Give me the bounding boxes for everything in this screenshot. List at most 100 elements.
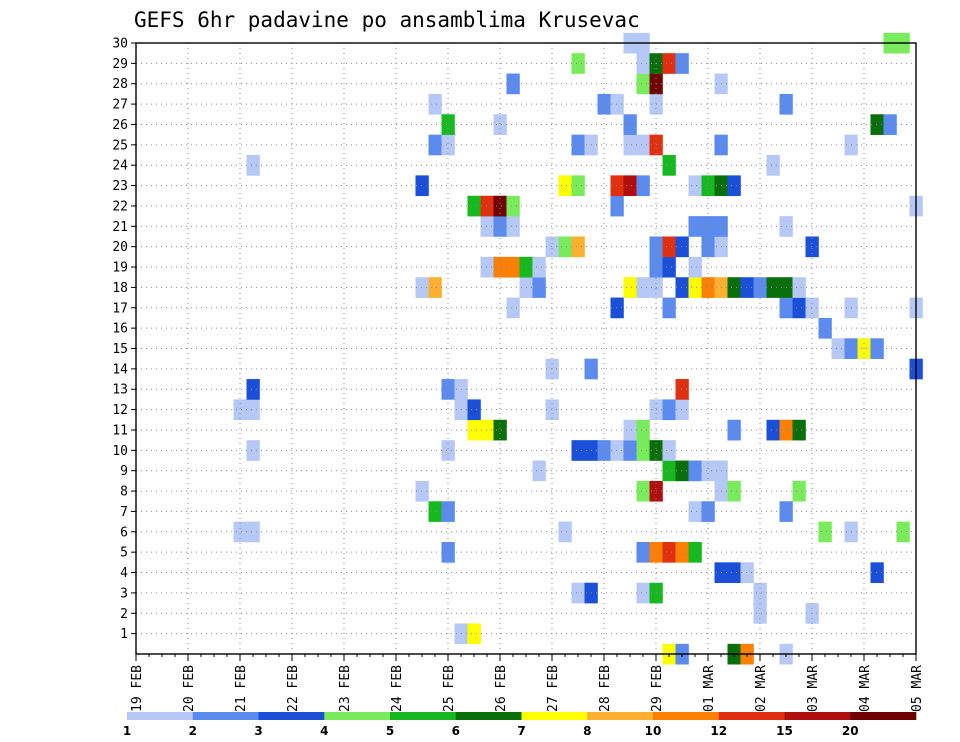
heatmap-cell	[675, 236, 689, 258]
heatmap-cell	[610, 297, 624, 319]
heatmap-cell	[571, 440, 585, 461]
y-tick-label: 25	[112, 138, 128, 153]
legend-label: 15	[776, 724, 793, 738]
y-tick-label: 14	[112, 362, 128, 377]
heatmap-cell	[441, 541, 455, 563]
heatmap-cell	[480, 195, 494, 217]
heatmap-cell	[688, 541, 702, 563]
heatmap-cell	[701, 236, 715, 258]
y-tick-label: 9	[120, 464, 128, 479]
heatmap-cell	[571, 582, 585, 604]
y-tick-label: 8	[120, 485, 128, 500]
x-tick-label: 04 MAR	[858, 665, 873, 712]
heatmap-cell	[441, 379, 455, 400]
heatmap-cell	[727, 277, 741, 298]
heatmap-cell	[675, 399, 689, 421]
heatmap-cell	[610, 440, 624, 461]
heatmap-cell	[597, 440, 611, 461]
heatmap-cell	[623, 134, 637, 156]
legend-label: 10	[645, 724, 662, 738]
heatmap-cell	[532, 277, 546, 298]
heatmap-cell	[675, 277, 689, 298]
heatmap-cell	[441, 501, 455, 522]
heatmap-cell	[662, 460, 676, 482]
heatmap-cell	[688, 256, 702, 278]
heatmap-cell	[415, 175, 429, 197]
heatmap-cell	[623, 175, 637, 197]
legend-label: 1	[123, 724, 131, 738]
y-tick-label: 11	[112, 423, 128, 438]
heatmap-cell	[636, 73, 650, 95]
y-tick-label: 21	[112, 220, 128, 235]
heatmap-cell	[766, 419, 780, 441]
y-tick-label: 1	[120, 627, 128, 642]
y-tick-label: 29	[112, 57, 128, 72]
heatmap-cell	[883, 114, 897, 135]
heatmap-cell	[662, 440, 676, 461]
x-tick-label: 25 FEB	[442, 665, 457, 712]
x-tick-label: 28 FEB	[598, 665, 613, 712]
x-tick-label: 05 MAR	[910, 665, 925, 712]
heatmap-cell	[571, 175, 585, 197]
y-tick-label: 22	[112, 199, 128, 214]
legend-swatch	[258, 712, 325, 720]
heatmap-cell	[740, 562, 754, 584]
x-tick-label: 02 MAR	[754, 665, 769, 712]
legend-swatch	[455, 712, 522, 720]
heatmap-cell	[688, 175, 702, 197]
heatmap-cell	[766, 155, 780, 176]
heatmap-cell	[493, 114, 507, 135]
heatmap-cell	[662, 155, 676, 176]
heatmap-cell	[532, 460, 546, 482]
heatmap-cell	[571, 53, 585, 74]
heatmap-cell	[558, 175, 572, 197]
heatmap-cell	[467, 399, 481, 421]
legend-label: 20	[842, 724, 859, 738]
color-legend: 1 2 3 4 5 6 7 8 10 12 15 20	[123, 712, 917, 738]
heatmap-cell	[727, 562, 741, 584]
heatmap-cell	[805, 236, 819, 258]
heatmap-cell	[675, 541, 689, 563]
heatmap-cell	[246, 521, 260, 543]
heatmap-cell	[688, 501, 702, 522]
heatmap-cell	[701, 460, 715, 482]
heatmap-cell	[246, 155, 260, 176]
heatmap-cell	[415, 277, 429, 298]
heatmap-cell	[480, 256, 494, 278]
heatmap-cell	[662, 297, 676, 319]
legend-label: 5	[386, 724, 394, 738]
heatmap-cell	[467, 419, 481, 441]
heatmap-cell	[792, 480, 806, 502]
heatmap-cell	[792, 277, 806, 298]
heatmap-cell	[493, 419, 507, 441]
y-tick-label: 6	[120, 525, 128, 540]
heatmap-cell	[545, 358, 559, 380]
heatmap-cell	[792, 297, 806, 319]
heatmap-cell	[246, 399, 260, 421]
heatmap-cell	[233, 521, 247, 543]
heatmap-cell	[610, 175, 624, 197]
legend-label: 7	[517, 724, 525, 738]
x-tick-label: 26 FEB	[494, 665, 509, 712]
y-tick-label: 2	[120, 607, 128, 622]
y-tick-label: 30	[112, 37, 128, 52]
y-tick-label: 15	[112, 342, 128, 357]
heatmap-cell	[636, 277, 650, 298]
heatmap-cell	[428, 93, 442, 115]
legend-swatch	[127, 712, 194, 720]
y-tick-label: 27	[112, 98, 128, 113]
heatmap-cell	[636, 480, 650, 502]
y-tick-label: 4	[120, 566, 128, 581]
x-tick-label: 01 MAR	[702, 665, 717, 712]
heatmap-cell	[623, 440, 637, 461]
heatmap-cell	[636, 582, 650, 604]
y-tick-label: 7	[120, 505, 128, 520]
chart-title: GEFS 6hr padavine po ansamblima Krusevac	[134, 8, 640, 32]
heatmap-cell	[623, 419, 637, 441]
x-tick-label: 24 FEB	[390, 665, 405, 712]
legend-label: 2	[189, 724, 197, 738]
y-tick-label: 12	[112, 403, 128, 418]
heatmap-cell	[610, 93, 624, 115]
heatmap-cell	[870, 562, 884, 584]
